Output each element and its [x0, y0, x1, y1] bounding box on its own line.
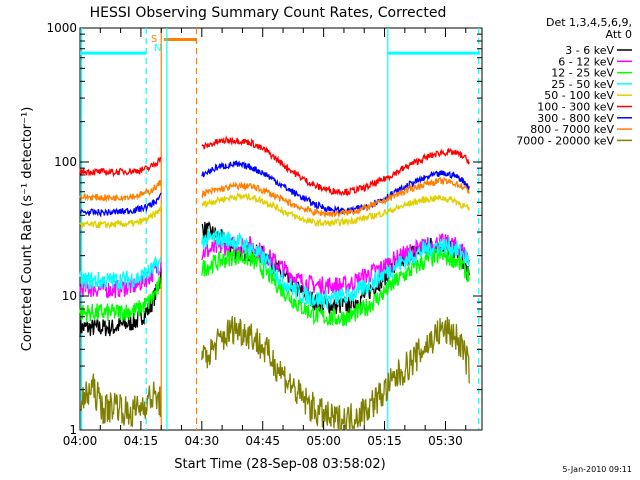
flag-label-n: N	[154, 43, 161, 54]
x-ticks: 04:00 04:15 04:30 04:45 05:00 05:15 05:30	[63, 28, 467, 448]
legend-label: 6 - 12 keV	[558, 55, 614, 68]
series-line-2	[79, 276, 162, 323]
series-line-3	[201, 227, 470, 311]
y-tick-label: 10	[62, 289, 77, 303]
plot-frame	[79, 27, 483, 431]
legend-label: 100 - 300 keV	[537, 101, 614, 114]
y-axis-label: Corrected Count Rate (s⁻¹ detector⁻¹)	[20, 107, 35, 352]
y-tick-label: 100	[54, 155, 77, 169]
footer-timestamp: 5-Jan-2010 09:11	[562, 465, 632, 474]
series-line-8	[201, 315, 470, 431]
legend-label: 3 - 6 keV	[565, 44, 614, 57]
legend-header-line-1: Det 1,3,4,5,6,9,	[546, 16, 632, 29]
x-tick-label: 04:30	[185, 434, 220, 448]
x-tick-label: 04:00	[63, 434, 98, 448]
series-line-6	[201, 159, 470, 215]
x-tick-label: 05:00	[306, 434, 341, 448]
series-line-6	[79, 192, 162, 218]
series-line-8	[79, 373, 162, 428]
y-tick-label: 1000	[46, 21, 77, 35]
x-tick-label: 05:30	[428, 434, 463, 448]
x-axis-label: Start Time (28-Sep-08 03:58:02)	[174, 457, 385, 472]
series-line-3	[79, 255, 162, 291]
series-line-0	[79, 268, 162, 338]
x-tick-label: 05:15	[367, 434, 402, 448]
legend-label: 300 - 800 keV	[537, 112, 614, 125]
series-line-4	[79, 204, 162, 230]
x-tick-label: 04:15	[124, 434, 159, 448]
legend-header-line-2: Att 0	[606, 28, 632, 41]
attenuator-overlay: SN	[80, 28, 480, 430]
legend-label: 50 - 100 keV	[544, 89, 614, 102]
series-line-5	[201, 134, 470, 197]
y-ticks: 1 10 100 1000	[46, 21, 482, 437]
chart-title: HESSI Observing Summary Count Rates, Cor…	[90, 5, 447, 21]
series-line-4	[201, 191, 470, 227]
legend-label: 25 - 50 keV	[551, 78, 614, 91]
y-tick-label: 1	[69, 423, 77, 437]
legend-label: 7000 - 20000 keV	[516, 134, 614, 147]
x-tick-label: 04:45	[245, 434, 280, 448]
legend-label: 12 - 25 keV	[551, 67, 614, 80]
flag-label-s: S	[151, 34, 157, 45]
series-lines	[79, 134, 470, 431]
series-line-5	[79, 156, 162, 178]
series-line-7	[79, 179, 162, 203]
legend-label: 800 - 7000 keV	[530, 123, 614, 136]
series-line-7	[201, 176, 470, 219]
